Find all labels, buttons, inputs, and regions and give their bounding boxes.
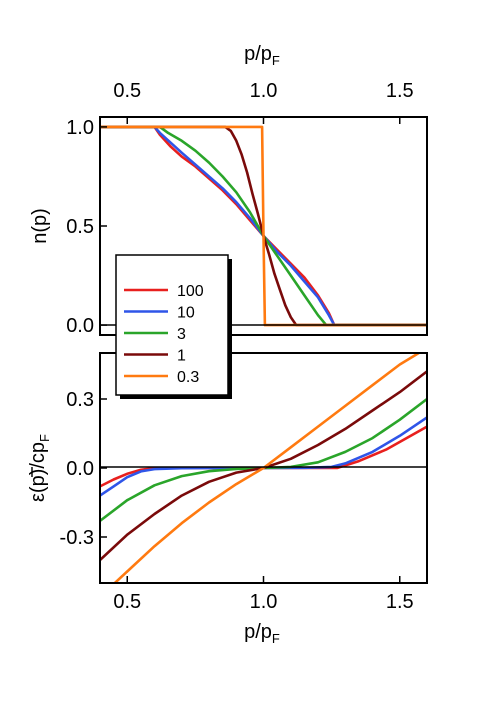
legend-label: 10 (177, 305, 195, 322)
bottom-xtick-label: 1.5 (386, 591, 414, 613)
bottom-panel: 0.5 1.0 1.5 -0.3 0.0 0.3 ε(p)/cpF p/pF (27, 352, 428, 646)
bottom-series-line-3 (100, 397, 427, 522)
bottom-series-line-10 (100, 416, 427, 497)
top-ytick-group: 0.0 0.5 1.0 (66, 117, 107, 337)
bottom-ytick-label: -0.3 (60, 527, 94, 549)
bottom-xlabel: p/pF (244, 621, 280, 646)
legend-label: 1 (177, 348, 186, 365)
bottom-xtick-label: 1.0 (250, 591, 278, 613)
top-xlabel: p/pF (244, 43, 280, 68)
bottom-series-group (100, 353, 427, 583)
legend-label: 100 (177, 283, 204, 300)
bottom-xtick-label: 0.5 (113, 591, 141, 613)
legend-entries: 100 10 3 1 0.3 (124, 283, 204, 386)
legend-box (115, 254, 229, 396)
top-series-line-10 (100, 125, 427, 327)
legend: 100 10 3 1 0.3 (115, 254, 232, 399)
top-xtick-label: 1.0 (250, 80, 278, 102)
bottom-series-line-0_3 (112, 353, 420, 583)
top-series-line-3 (100, 125, 427, 327)
top-xtick-label: 0.5 (113, 80, 141, 102)
bottom-series-line-1 (100, 370, 427, 561)
top-ytick-label: 0.5 (66, 216, 94, 238)
top-ytick-label: 1.0 (66, 117, 94, 139)
bottom-ylabel: ε(p)/cpF (27, 434, 52, 502)
top-xtick-group: 0.5 1.0 1.5 (113, 80, 414, 124)
bottom-xtick-group: 0.5 1.0 1.5 (113, 576, 414, 613)
top-ytick-label: 0.0 (66, 315, 94, 337)
top-ylabel: n(p) (29, 208, 51, 244)
top-xtick-label: 1.5 (386, 80, 414, 102)
top-series-group (100, 125, 427, 327)
legend-label: 0.3 (177, 369, 199, 386)
bottom-ytick-group: -0.3 0.0 0.3 (60, 389, 107, 549)
top-series-line-1 (100, 125, 427, 327)
bottom-ytick-label: 0.3 (66, 389, 94, 411)
bottom-ytick-label: 0.0 (66, 458, 94, 480)
legend-label: 3 (177, 326, 186, 343)
